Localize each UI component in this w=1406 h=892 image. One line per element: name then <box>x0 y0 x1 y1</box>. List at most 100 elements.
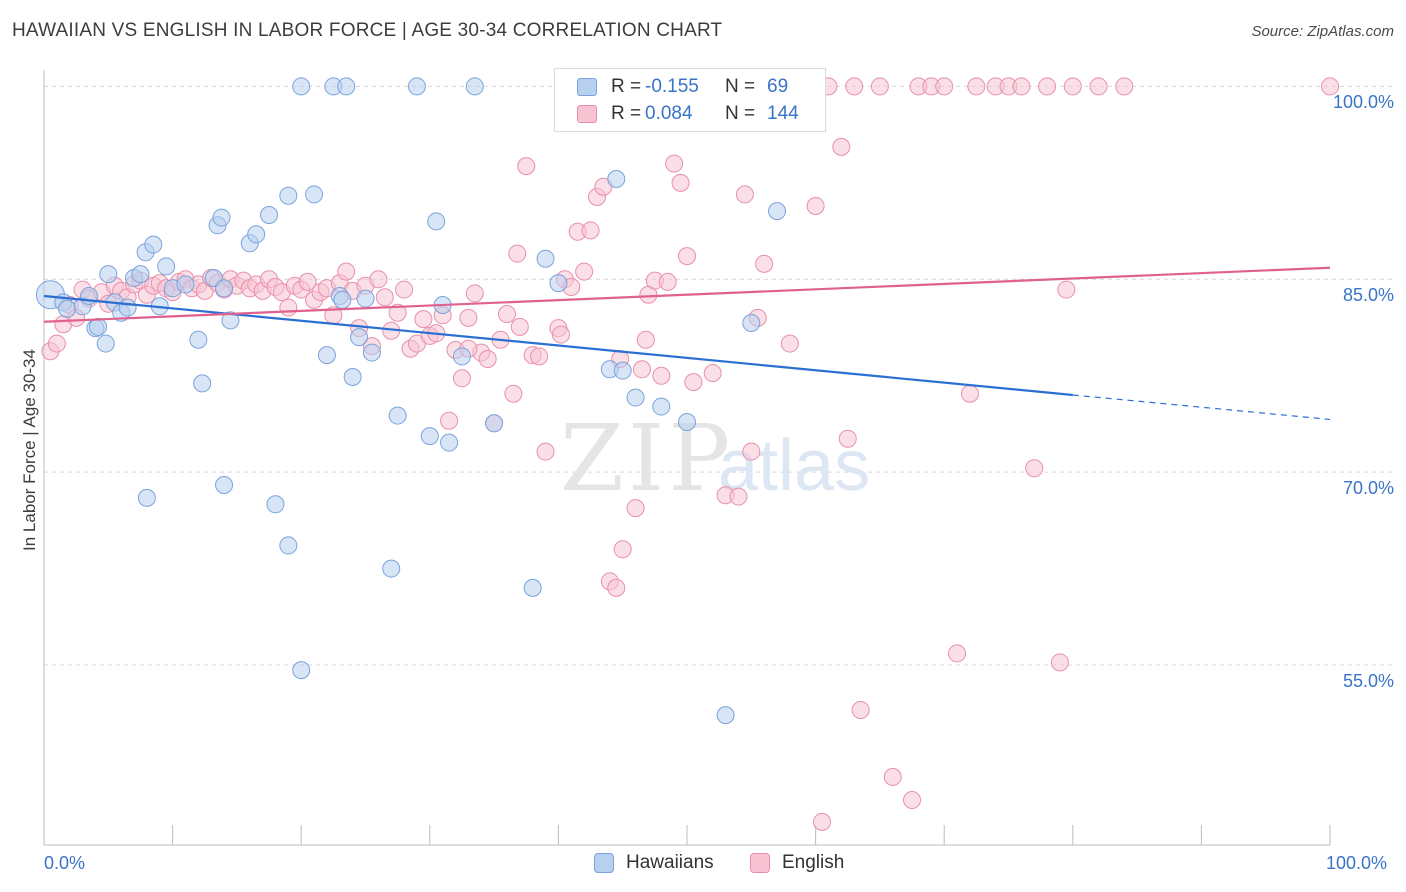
english-point <box>1050 653 1069 672</box>
english-point <box>465 284 484 303</box>
hawaiians-point <box>144 235 163 254</box>
english-point <box>636 330 655 349</box>
hawaiians-point <box>260 206 279 224</box>
english-point <box>665 154 684 173</box>
english-point <box>388 303 407 322</box>
hawaiians-point <box>247 225 266 244</box>
hawaiians-point <box>465 77 484 96</box>
legend-r-label: R = <box>611 103 642 124</box>
english-point <box>369 270 388 289</box>
series-legend: Hawaiians English <box>0 852 1406 878</box>
english-point <box>478 350 497 368</box>
legend-item-hawaiians[interactable]: Hawaiians <box>594 852 714 874</box>
english-trend-line <box>43 266 1331 323</box>
legend-item-english[interactable]: English <box>750 852 844 874</box>
hawaiians-point <box>716 706 735 725</box>
english-point <box>613 540 632 559</box>
y-tick-label: 85.0% <box>1342 285 1394 306</box>
english-point <box>395 280 414 299</box>
hawaiians-point <box>212 208 231 227</box>
y-tick-label: 70.0% <box>1342 478 1394 499</box>
legend-n-value: 144 <box>767 103 799 124</box>
hawaiians-point <box>549 274 568 293</box>
hawaiians-point <box>176 275 195 294</box>
hawaiians-legend-swatch <box>594 853 614 873</box>
legend-n-label: N = <box>725 76 756 97</box>
english-point <box>452 369 471 388</box>
english-point <box>607 578 626 597</box>
english-point <box>780 334 799 353</box>
english-point <box>658 272 677 291</box>
hawaiians-point <box>292 661 311 680</box>
english-point <box>1025 459 1044 478</box>
english-point <box>813 812 832 831</box>
english-point <box>755 254 774 273</box>
english-point <box>806 197 825 215</box>
chart-title: HAWAIIAN VS ENGLISH IN LABOR FORCE | AGE… <box>12 20 723 41</box>
hawaiians-point <box>350 328 369 347</box>
english-point <box>375 288 394 307</box>
hawaiians-swatch <box>577 78 597 96</box>
english-point <box>948 644 967 663</box>
english-point <box>703 364 722 383</box>
english-point <box>508 244 527 263</box>
hawaiians-point <box>189 330 208 349</box>
hawaiians-point <box>678 413 696 431</box>
english-point <box>504 384 523 403</box>
y-tick-label: 55.0% <box>1342 671 1394 691</box>
watermark: ZIP atlas <box>560 405 870 512</box>
english-point <box>883 767 902 786</box>
hawaiians-point <box>157 257 176 276</box>
english-point <box>729 487 748 506</box>
hawaiians-point <box>279 186 298 205</box>
english-point <box>510 317 529 336</box>
english-point <box>551 325 570 344</box>
english-points <box>41 77 1339 831</box>
english-point <box>47 334 66 353</box>
english-point <box>652 366 671 385</box>
english-point <box>1115 77 1134 96</box>
x-tick-label-min: 0.0% <box>44 853 86 873</box>
english-legend-swatch <box>750 853 770 873</box>
hawaiians-point <box>118 298 137 317</box>
hawaiians-point <box>613 361 632 380</box>
legend-r-value: 0.084 <box>645 103 693 124</box>
hawaiians-point <box>305 185 324 204</box>
hawaiians-trend-line <box>43 294 1073 397</box>
hawaiians-point <box>337 77 356 96</box>
legend-r-label: R = <box>611 76 642 97</box>
english-point <box>903 791 922 809</box>
legend-row-hawaiians: R = -0.155 N = 69 <box>577 75 788 99</box>
english-point <box>1321 77 1339 96</box>
hawaiians-point <box>266 495 285 514</box>
legend-r-value: -0.155 <box>645 76 699 97</box>
hawaiians-point <box>58 299 77 318</box>
hawaiians-trend-extension <box>1072 394 1331 421</box>
english-point <box>517 157 536 176</box>
english-point <box>935 77 954 96</box>
hawaiians-point <box>131 265 150 284</box>
english-point <box>742 442 761 461</box>
english-point <box>581 221 600 240</box>
legend-n-label: N = <box>725 103 756 124</box>
legend-n-value: 69 <box>767 76 789 97</box>
legend-row-english: R = 0.084 N = 144 <box>577 102 799 126</box>
english-point <box>671 173 690 192</box>
hawaiians-point <box>607 170 626 188</box>
english-point <box>632 360 651 379</box>
hawaiians-point <box>99 265 118 284</box>
hawaiians-point <box>215 279 234 298</box>
english-point <box>298 272 317 291</box>
english-point <box>626 499 645 518</box>
hawaiians-point <box>317 346 336 365</box>
hawaiians-point <box>768 202 787 221</box>
english-point <box>1057 280 1076 299</box>
source-label: Source: ZipAtlas.com <box>1251 23 1394 40</box>
trend-lines <box>43 266 1331 421</box>
english-point <box>1089 77 1108 96</box>
hawaiians-point <box>536 249 555 268</box>
hawaiians-points <box>35 77 787 725</box>
hawaiians-point <box>626 388 645 407</box>
hawaiians-point <box>137 488 156 507</box>
